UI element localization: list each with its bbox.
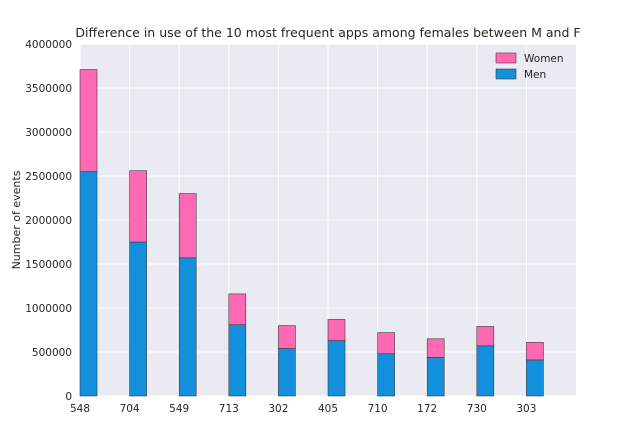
bar-men [228, 324, 247, 397]
bar-women [526, 342, 544, 361]
bar-women [79, 69, 98, 172]
y-tick-label: 2500000 [25, 171, 72, 183]
bar-men [526, 359, 544, 397]
y-tick-label: 500000 [32, 347, 72, 359]
x-tick-label: 302 [268, 403, 288, 415]
bar-men [327, 340, 346, 397]
bar-women [129, 170, 147, 243]
bar-men [377, 353, 395, 397]
x-tick-label: 704 [120, 403, 140, 415]
y-tick-label: 3500000 [25, 83, 72, 95]
y-tick-label: 0 [65, 391, 72, 403]
bar-women [178, 193, 197, 259]
x-tick-label: 710 [368, 403, 388, 415]
bar-men [278, 348, 296, 397]
x-tick-labels: 548 704 549 713 302 405 710 172 730 303 [70, 403, 536, 415]
bar-men [476, 345, 495, 397]
x-tick-label: 303 [516, 403, 536, 415]
bar-men [79, 171, 98, 397]
bar-stacks [79, 69, 544, 397]
bar-men [426, 356, 445, 397]
legend-label-men: Men [524, 69, 546, 81]
legend: Women Men [495, 52, 564, 81]
bar-men [129, 241, 147, 397]
chart-title: Difference in use of the 10 most frequen… [75, 25, 580, 40]
bar-women [476, 326, 495, 347]
bar-women [377, 332, 395, 355]
x-tick-label: 730 [467, 403, 487, 415]
x-tick-label: 548 [70, 403, 90, 415]
y-tick-label: 2000000 [25, 215, 72, 227]
y-tick-label: 4000000 [25, 39, 72, 51]
y-axis-label: Number of events [10, 170, 23, 269]
x-tick-label: 172 [417, 403, 437, 415]
y-tick-labels: 0 500000 1000000 1500000 2000000 2500000 30000… [25, 39, 72, 403]
y-tick-label: 1000000 [25, 303, 72, 315]
bar-women [327, 319, 346, 341]
x-tick-label: 549 [169, 403, 189, 415]
y-tick-label: 3000000 [25, 127, 72, 139]
y-tick-label: 1500000 [25, 259, 72, 271]
legend-swatch-women [495, 52, 517, 64]
bar-women [426, 338, 445, 358]
x-tick-label: 405 [318, 403, 338, 415]
legend-swatch-men [495, 68, 517, 80]
bar-men [178, 257, 197, 397]
bar-women [228, 293, 247, 326]
bar-women [278, 325, 296, 349]
x-tick-label: 713 [219, 403, 239, 415]
legend-label-women: Women [524, 53, 564, 65]
